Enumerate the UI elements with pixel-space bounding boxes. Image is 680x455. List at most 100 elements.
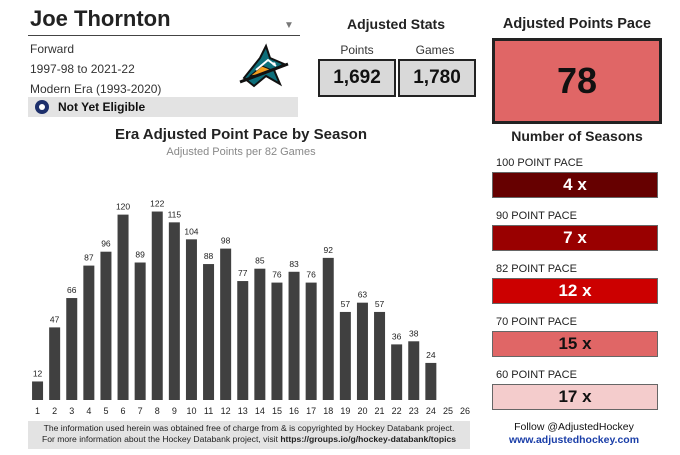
bar bbox=[305, 282, 317, 400]
data-label: 85 bbox=[255, 256, 265, 266]
tier-label: 82 POINT PACE bbox=[496, 263, 577, 275]
x-tick-label: 26 bbox=[460, 406, 470, 416]
player-select-underline bbox=[28, 35, 300, 36]
data-label: 66 bbox=[67, 285, 77, 295]
follow-block: Follow @AdjustedHockey www.adjustedhocke… bbox=[492, 421, 656, 447]
bar bbox=[288, 271, 300, 400]
x-tick-label: 13 bbox=[238, 406, 248, 416]
bar bbox=[271, 282, 283, 400]
x-tick-label: 11 bbox=[204, 406, 213, 416]
bar bbox=[117, 214, 129, 400]
data-label: 77 bbox=[238, 268, 248, 278]
bar bbox=[220, 248, 232, 400]
follow-handle[interactable]: Follow @AdjustedHockey bbox=[514, 421, 634, 433]
data-label: 47 bbox=[50, 314, 60, 324]
data-label: 36 bbox=[392, 331, 402, 341]
data-label: 89 bbox=[135, 250, 145, 260]
data-label: 96 bbox=[101, 239, 111, 249]
hof-status-bar bbox=[28, 97, 298, 117]
sharks-logo-icon bbox=[239, 43, 289, 88]
bar bbox=[356, 302, 368, 400]
data-label: 38 bbox=[409, 328, 419, 338]
games-value: 1,780 bbox=[398, 59, 476, 97]
tier-label: 70 POINT PACE bbox=[496, 316, 577, 328]
bar bbox=[237, 281, 249, 400]
disclaimer: The information used herein was obtained… bbox=[28, 421, 470, 449]
x-tick-label: 25 bbox=[443, 406, 453, 416]
data-label: 83 bbox=[289, 259, 299, 269]
season-pace-chart: 1214726638749651206897122811591041088119… bbox=[32, 199, 470, 416]
player-seasons-span: 1997-98 to 2021-22 bbox=[30, 62, 135, 76]
pace-title: Adjusted Points Pace bbox=[502, 16, 652, 32]
tier-label: 90 POINT PACE bbox=[496, 210, 577, 222]
points-value: 1,692 bbox=[318, 59, 396, 97]
chart-title: Era Adjusted Point Pace by Season bbox=[114, 126, 368, 143]
bar bbox=[408, 341, 420, 400]
x-tick-label: 15 bbox=[272, 406, 282, 416]
bar bbox=[151, 211, 163, 400]
x-tick-label: 6 bbox=[121, 406, 126, 416]
seasons-title: Number of Seasons bbox=[511, 128, 643, 144]
adjusted-stats-title: Adjusted Stats bbox=[346, 16, 445, 32]
tier-label: 60 POINT PACE bbox=[496, 369, 577, 381]
points-label: Points bbox=[340, 43, 374, 57]
pace-value: 78 bbox=[492, 38, 662, 124]
x-tick-label: 14 bbox=[255, 406, 265, 416]
x-tick-label: 22 bbox=[392, 406, 402, 416]
data-label: 92 bbox=[324, 245, 334, 255]
tier-label: 100 POINT PACE bbox=[496, 157, 584, 169]
bar bbox=[134, 262, 146, 400]
data-label: 57 bbox=[375, 299, 385, 309]
x-tick-label: 21 bbox=[375, 406, 385, 416]
data-label: 76 bbox=[272, 270, 282, 280]
hof-status: Not Yet Eligible bbox=[58, 100, 146, 114]
bar bbox=[322, 257, 334, 400]
player-era: Modern Era (1993-2020) bbox=[30, 82, 162, 96]
data-label: 88 bbox=[204, 251, 214, 261]
x-tick-label: 10 bbox=[186, 406, 196, 416]
data-label: 12 bbox=[33, 368, 43, 378]
player-position: Forward bbox=[30, 42, 75, 56]
bar bbox=[168, 222, 180, 400]
data-label: 104 bbox=[184, 226, 198, 236]
tier-value: 4 x bbox=[492, 172, 658, 198]
x-tick-label: 8 bbox=[155, 406, 160, 416]
tier-value: 15 x bbox=[492, 331, 658, 357]
bar bbox=[425, 362, 437, 400]
data-label: 98 bbox=[221, 236, 231, 246]
data-label: 87 bbox=[84, 253, 94, 263]
bar bbox=[391, 344, 403, 400]
bar bbox=[185, 239, 197, 400]
disclaimer-line-1: The information used herein was obtained… bbox=[43, 423, 455, 433]
data-label: 57 bbox=[341, 299, 351, 309]
dropdown-arrow-icon[interactable]: ▼ bbox=[284, 20, 294, 31]
data-label: 24 bbox=[426, 350, 436, 360]
x-tick-label: 5 bbox=[103, 406, 108, 416]
bar bbox=[100, 251, 112, 400]
x-tick-label: 20 bbox=[357, 406, 367, 416]
disclaimer-prefix: For more information about the Hockey Da… bbox=[41, 434, 281, 444]
chart-subtitle: Adjusted Points per 82 Games bbox=[166, 146, 316, 158]
tier-value: 7 x bbox=[492, 225, 658, 251]
data-label: 76 bbox=[306, 270, 316, 280]
bar bbox=[83, 265, 95, 400]
games-label: Games bbox=[415, 43, 455, 57]
bar bbox=[254, 268, 266, 400]
bar bbox=[32, 381, 44, 400]
x-tick-label: 1 bbox=[35, 406, 40, 416]
data-label: 115 bbox=[168, 209, 182, 219]
x-tick-label: 12 bbox=[221, 406, 231, 416]
data-label: 120 bbox=[116, 202, 130, 212]
tier-value: 12 x bbox=[492, 278, 658, 304]
bar bbox=[339, 311, 351, 400]
x-tick-label: 24 bbox=[426, 406, 436, 416]
databank-link[interactable]: https://groups.io/g/hockey-databank/topi… bbox=[280, 434, 457, 444]
website-link[interactable]: www.adjustedhockey.com bbox=[508, 434, 640, 446]
player-name: Joe Thornton bbox=[30, 6, 171, 31]
x-tick-label: 3 bbox=[69, 406, 74, 416]
x-tick-label: 23 bbox=[409, 406, 419, 416]
bar bbox=[66, 298, 78, 400]
x-tick-label: 19 bbox=[340, 406, 350, 416]
x-tick-label: 18 bbox=[323, 406, 333, 416]
x-tick-label: 7 bbox=[138, 406, 143, 416]
